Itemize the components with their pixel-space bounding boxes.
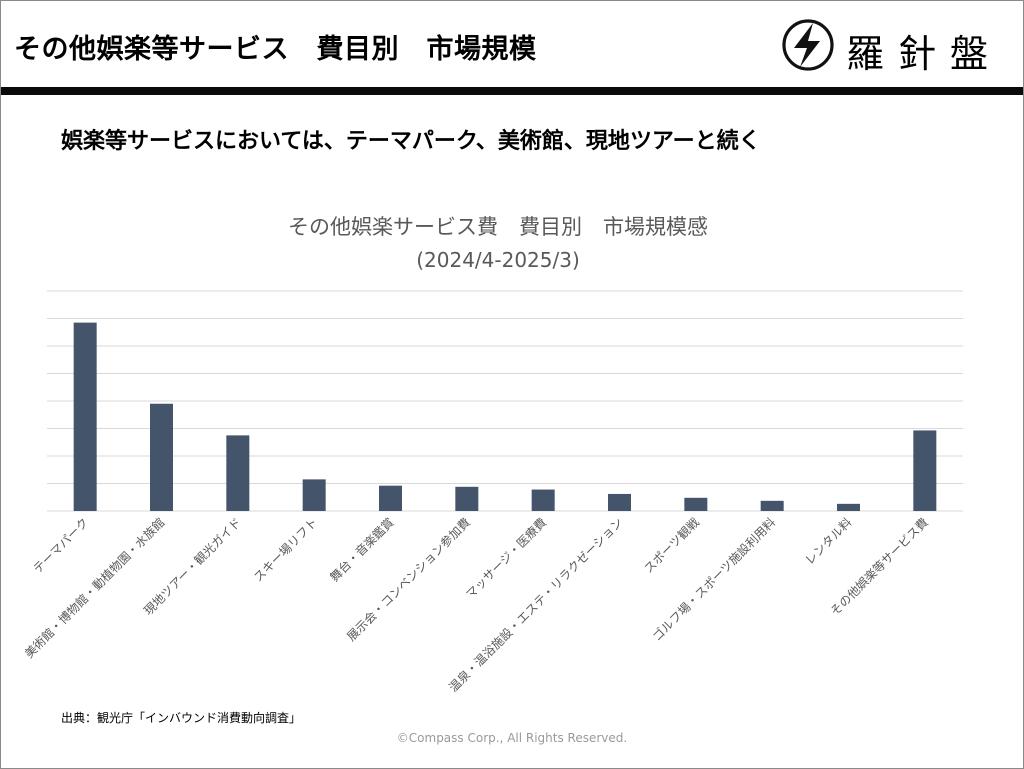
bar [760,500,784,511]
bar [150,403,173,511]
x-tick-label: スポーツ観戦 [641,515,702,576]
x-tick-label: テーマパーク [30,515,91,576]
bars [73,322,937,511]
title-rule [1,87,1023,95]
x-tick-label: 美術館・博物館・動植物園・水族館 [21,515,167,661]
x-tick-label: 舞台・音楽鑑賞 [327,515,397,585]
bar [837,503,860,511]
bar [73,322,97,511]
headline: 娯楽等サービスにおいては、テーマパーク、美術館、現地ツアーと続く [61,129,761,154]
x-tick-label: 温泉・温浴施設・エステ・リラクゼーション [445,515,625,695]
gridlines [47,290,963,512]
source-note: 出典：観光庁「インバウンド消費動向調査」 [61,711,302,725]
chart-subtitle: (2024/4-2025/3) [416,248,580,272]
header: その他娯楽等サービス 費目別 市場規模 羅針盤 [1,1,1023,95]
bar [302,479,326,511]
bar [379,485,402,511]
x-tick-label: スキー場リフト [251,515,320,584]
chart-title: その他娯楽サービス費 費目別 市場規模感 [288,215,708,239]
logo-text: 羅針盤 [846,32,1003,76]
x-tick-label: 展示会・コンベンション参加費 [344,515,473,644]
bar [455,486,479,511]
x-tick-label: ゴルフ場・スポーツ施設利用料 [649,515,778,644]
compass-bolt-icon [782,19,834,71]
bar [531,489,555,511]
bar [684,497,708,511]
x-tick-label: マッサージ・医療費 [462,515,549,602]
logo: 羅針盤 [780,17,1010,77]
x-tick-label: レンタル料 [802,515,854,567]
page-title: その他娯楽等サービス 費目別 市場規模 [14,34,537,65]
market-size-chart: その他娯楽サービス費 費目別 市場規模感 (2024/4-2025/3) テーマ… [21,215,963,695]
bar [226,435,250,511]
bar [913,430,937,511]
bar [608,493,631,511]
copyright: ©Compass Corp., All Rights Reserved. [396,731,628,745]
